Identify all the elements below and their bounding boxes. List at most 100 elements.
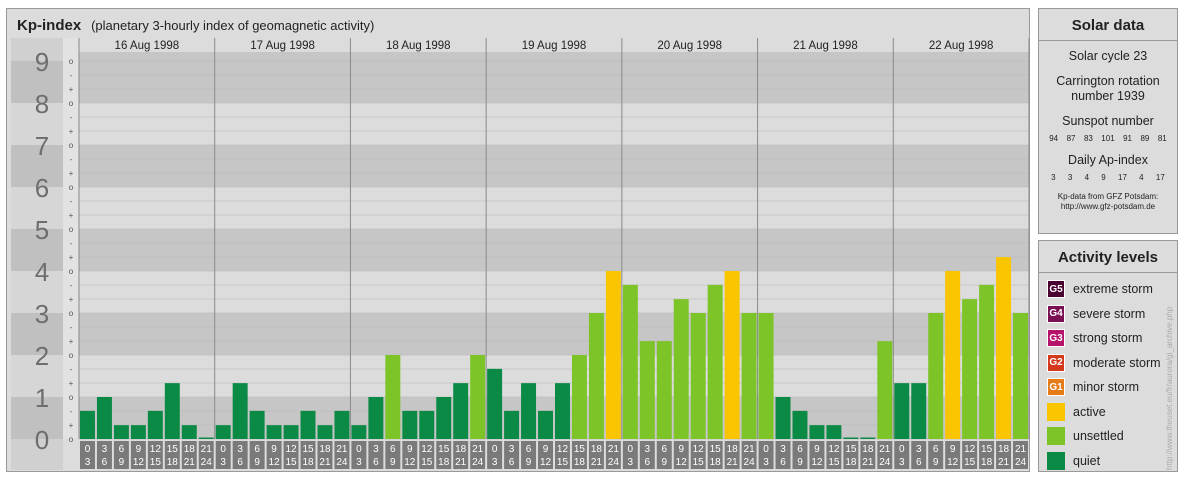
hour-cell <box>1013 441 1028 469</box>
hour-start-label: 3 <box>509 444 515 455</box>
kp-bar <box>877 341 893 439</box>
hour-end-label: 9 <box>661 457 667 468</box>
kp-bar <box>555 383 570 439</box>
y-minor-label: + <box>69 421 74 430</box>
kp-bar <box>283 425 299 439</box>
credit-link[interactable]: http://www.gfz-potsdam.de <box>1060 202 1156 211</box>
chart-title: Kp-index <box>17 17 82 34</box>
y-minor-label: - <box>70 281 73 290</box>
hour-start-label: 9 <box>678 444 684 455</box>
y-label-band <box>11 187 63 229</box>
sunspot-numbers: 94 87 83 101 91 89 81 <box>1039 134 1177 143</box>
hour-start-label: 6 <box>254 444 260 455</box>
hour-end-label: 24 <box>744 457 756 468</box>
hour-start-label: 0 <box>628 444 634 455</box>
hour-start-label: 21 <box>336 444 348 455</box>
level-label: severe storm <box>1073 306 1146 321</box>
sunspot-value: 91 <box>1123 134 1133 143</box>
hour-end-label: 15 <box>150 457 162 468</box>
hour-cell <box>317 441 333 469</box>
hour-cell <box>555 441 570 469</box>
hour-end-label: 3 <box>356 457 362 468</box>
hour-cell <box>843 441 859 469</box>
kp-bar <box>945 271 961 439</box>
hour-start-label: 9 <box>543 444 549 455</box>
hour-start-label: 18 <box>319 444 331 455</box>
y-minor-label: o <box>69 183 74 192</box>
hour-end-label: 12 <box>133 457 145 468</box>
kp-bar <box>402 410 418 439</box>
hour-end-label: 24 <box>608 457 620 468</box>
hour-cell <box>164 441 180 469</box>
y-minor-label: + <box>69 337 74 346</box>
level-swatch <box>1047 402 1065 421</box>
hour-cell <box>521 441 537 469</box>
kp-chart: 0123456789o+-o+-o+-o+-o+-o+-o+-o+-o+-o16… <box>11 38 1030 470</box>
kp-bar <box>571 355 587 439</box>
hour-start-label: 6 <box>526 444 532 455</box>
hour-start-label: 3 <box>645 444 651 455</box>
sunspot-value: 101 <box>1101 134 1115 143</box>
kp-bar <box>249 410 265 439</box>
kp-chart-panel: 0 1 2 3 4 5 6 7 8 9 o + - o + - o + - o + - o + - o + - o + - o + - o + - o 16… <box>6 8 1030 472</box>
y-label-band <box>11 145 63 187</box>
carrington-line-2: number 1939 <box>1071 89 1145 103</box>
kp-bar <box>300 410 316 439</box>
hour-start-label: 21 <box>1015 444 1027 455</box>
y-minor-label: o <box>69 141 74 150</box>
level-swatch: G4 <box>1047 304 1065 323</box>
kp-bar <box>232 383 248 439</box>
sunspot-value: 81 <box>1157 134 1167 143</box>
hour-start-label: 15 <box>302 444 314 455</box>
y-minor-label: o <box>69 309 74 318</box>
kp-bar <box>928 313 944 439</box>
ap-numbers: 3 3 4 9 17 4 17 <box>1039 173 1177 182</box>
hour-cell <box>928 441 944 469</box>
hour-cell <box>453 441 469 469</box>
hour-cell <box>487 441 503 469</box>
hour-start-label: 3 <box>102 444 108 455</box>
y-tick-label: 8 <box>35 89 49 119</box>
hour-cell <box>792 441 808 469</box>
hour-end-label: 15 <box>964 457 976 468</box>
hour-end-label: 12 <box>947 457 959 468</box>
hour-start-label: 21 <box>608 444 620 455</box>
activity-levels-list: G5 extreme storm G4 severe storm G3 strong st… <box>1039 273 1177 473</box>
hour-end-label: 15 <box>285 457 297 468</box>
hour-cell <box>147 441 163 469</box>
hour-start-label: 3 <box>373 444 379 455</box>
y-minor-label: - <box>70 323 73 332</box>
hour-end-label: 3 <box>763 457 769 468</box>
solar-data-title: Solar data <box>1039 9 1177 41</box>
activity-level-item: G4 severe storm <box>1039 302 1177 327</box>
hour-cell <box>775 441 791 469</box>
kp-bar <box>792 410 808 439</box>
hour-end-label: 3 <box>899 457 905 468</box>
hour-end-label: 21 <box>319 457 331 468</box>
chart-title-row: Kp-index (planetary 3-hourly index of ge… <box>17 17 374 34</box>
hour-end-label: 12 <box>540 457 552 468</box>
kp-band <box>79 187 1029 229</box>
activity-levels-panel: Activity levels G5 extreme storm G4 severe … <box>1038 240 1178 472</box>
hour-cell <box>283 441 299 469</box>
hour-end-label: 6 <box>780 457 786 468</box>
kp-bar <box>911 383 927 439</box>
y-minor-label: - <box>70 365 73 374</box>
kp-bar <box>622 284 638 439</box>
hour-cell <box>249 441 265 469</box>
activity-level-item: unsettled <box>1039 424 1177 449</box>
hour-end-label: 18 <box>574 457 586 468</box>
sunspot-title: Sunspot number <box>1062 114 1154 128</box>
hour-start-label: 12 <box>828 444 840 455</box>
hour-cell <box>351 441 367 469</box>
kp-bar <box>673 299 689 439</box>
level-label: moderate storm <box>1073 355 1161 370</box>
hour-start-label: 0 <box>85 444 91 455</box>
kp-bar <box>96 397 112 439</box>
kp-bar <box>758 313 774 439</box>
hour-end-label: 18 <box>845 457 857 468</box>
activity-levels-title: Activity levels <box>1039 241 1177 273</box>
hour-cell <box>368 441 384 469</box>
y-minor-label: o <box>69 351 74 360</box>
hour-start-label: 21 <box>879 444 891 455</box>
